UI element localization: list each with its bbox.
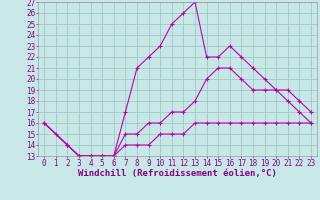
X-axis label: Windchill (Refroidissement éolien,°C): Windchill (Refroidissement éolien,°C)	[78, 169, 277, 178]
